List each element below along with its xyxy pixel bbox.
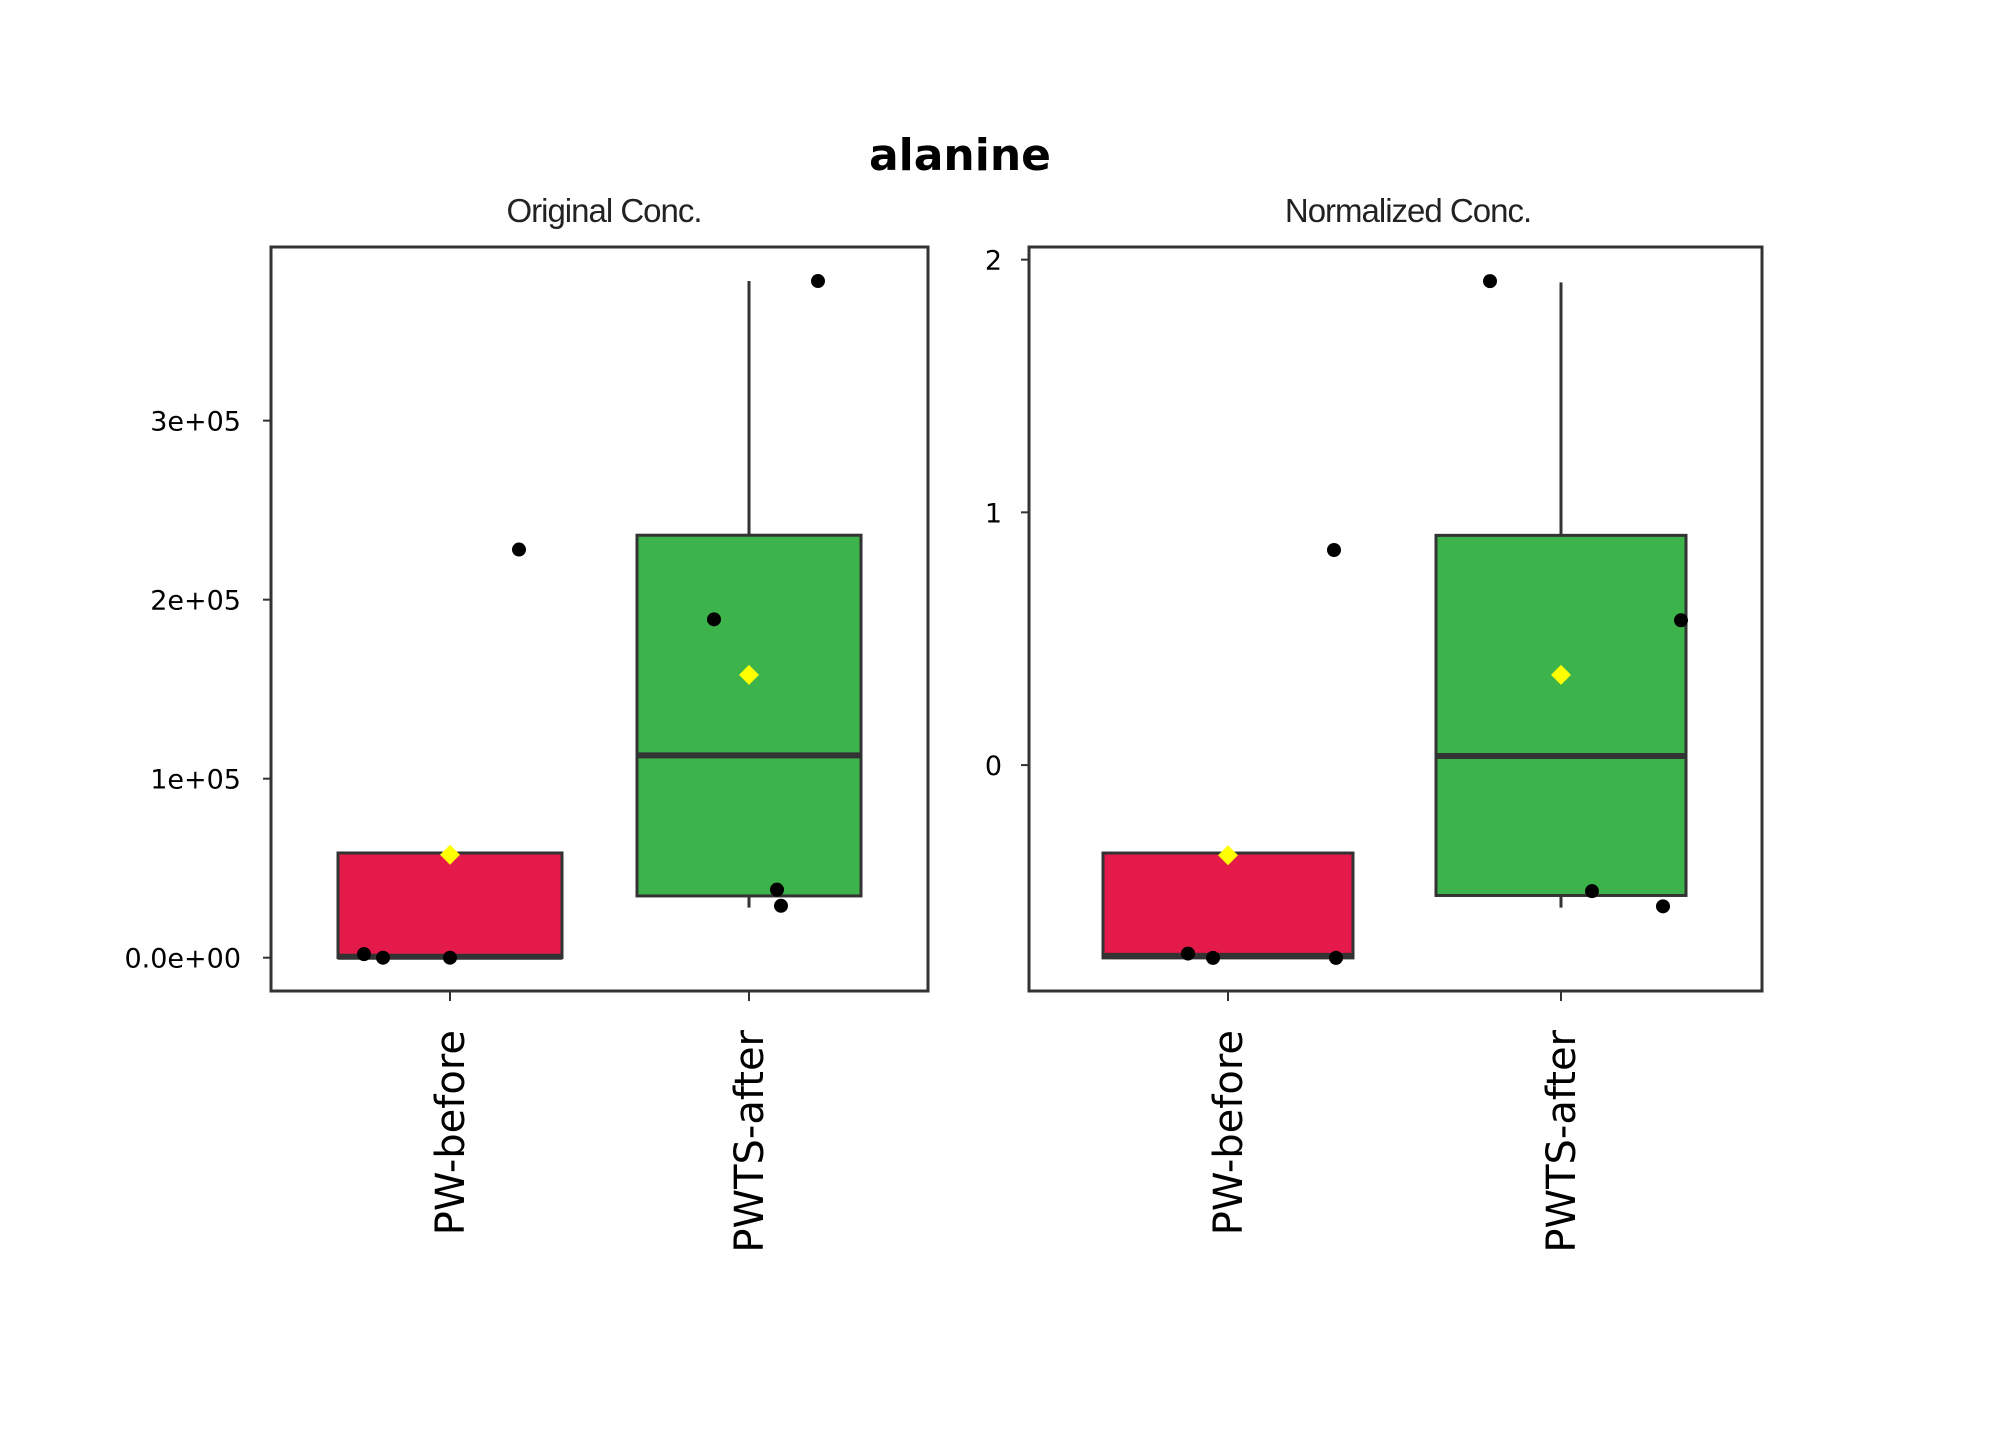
plot-frame [269,245,930,993]
data-point [707,612,721,627]
data-point [1656,899,1670,914]
panel-title: Original Conc. [506,192,701,229]
y-tick-label: 0 [985,751,1002,782]
x-category-label: PW-before [428,1030,474,1235]
panel-original-conc: Original Conc. 0.0e+00 1e+05 2e+05 3e+05 PW-… [124,192,930,1253]
data-point [1674,613,1688,628]
figure-title: alanine [869,130,1051,181]
y-tick-label: 1e+05 [150,765,241,796]
box-pwts-after [635,533,863,898]
mean-marker [1218,845,1238,866]
mean-marker [739,664,759,685]
mean-marker [440,844,460,865]
data-point [1483,274,1497,289]
x-category-label: PW-before [1206,1030,1252,1235]
y-tick-label: 1 [985,498,1002,529]
data-point [1585,884,1599,899]
data-point [443,950,457,965]
data-point [357,947,371,962]
data-point [1329,950,1343,965]
x-category-label: PWTS-after [1539,1029,1585,1252]
data-point [811,274,825,289]
box-pwts-after [1434,533,1688,897]
panel-title: Normalized Conc. [1285,192,1531,229]
x-category-label: PWTS-after [727,1029,773,1252]
mean-marker [1551,664,1571,685]
data-point [774,898,788,913]
data-point [1327,543,1341,558]
y-tick-label: 2 [985,246,1002,277]
data-point [1206,950,1220,965]
box-pw-before [1101,851,1355,960]
data-point [770,882,784,897]
data-point [376,950,390,965]
y-tick-label: 3e+05 [150,407,241,438]
data-point [1181,946,1195,961]
y-tick-label: 2e+05 [150,586,241,617]
data-point [512,542,526,557]
y-tick-label: 0.0e+00 [124,944,241,975]
box-pw-before [336,851,564,960]
plot-frame [1027,245,1764,993]
panel-normalized-conc: Normalized Conc. 0 1 2 PW-before PWTS-after [985,192,1764,1253]
